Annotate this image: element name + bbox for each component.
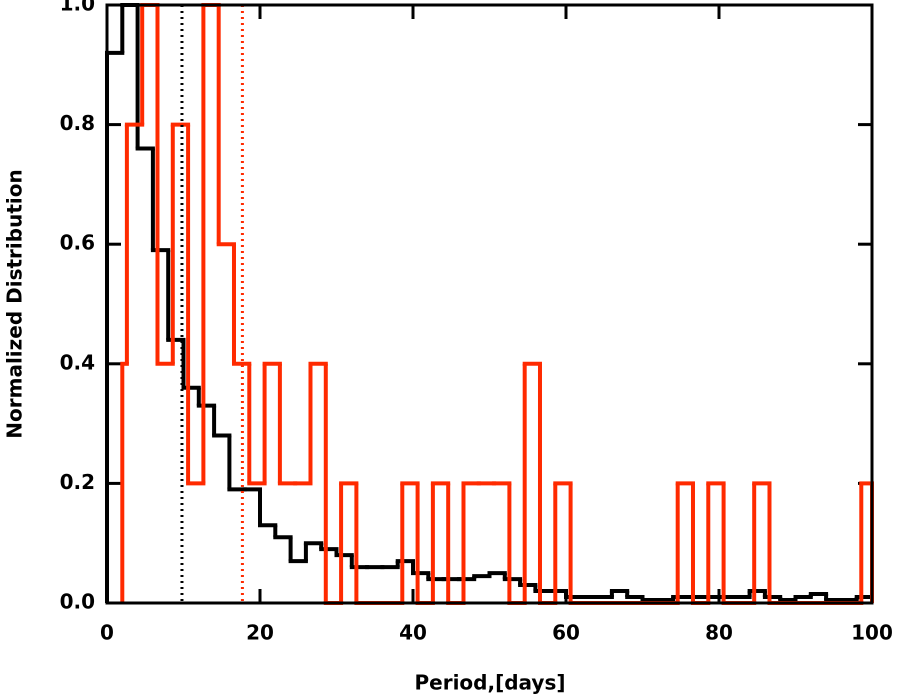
y-tick-label: 0.0: [60, 590, 95, 614]
x-tick-label: 0: [100, 621, 114, 645]
x-tick-label: 20: [246, 621, 274, 645]
y-tick-label: 0.8: [60, 111, 95, 135]
x-tick-label: 60: [552, 621, 580, 645]
y-tick-label: 0.2: [60, 470, 95, 494]
x-axis-label: Period,[days]: [414, 671, 565, 695]
y-axis-label: Normalized Distribution: [3, 169, 27, 438]
y-tick-label: 0.4: [60, 350, 95, 374]
plot-frame: [105, 3, 874, 605]
y-tick-label: 1.0: [60, 0, 95, 16]
x-tick-label: 100: [851, 621, 893, 645]
x-tick-label: 80: [705, 621, 733, 645]
x-tick-label: 40: [399, 621, 427, 645]
y-tick-label: 0.6: [60, 231, 95, 255]
